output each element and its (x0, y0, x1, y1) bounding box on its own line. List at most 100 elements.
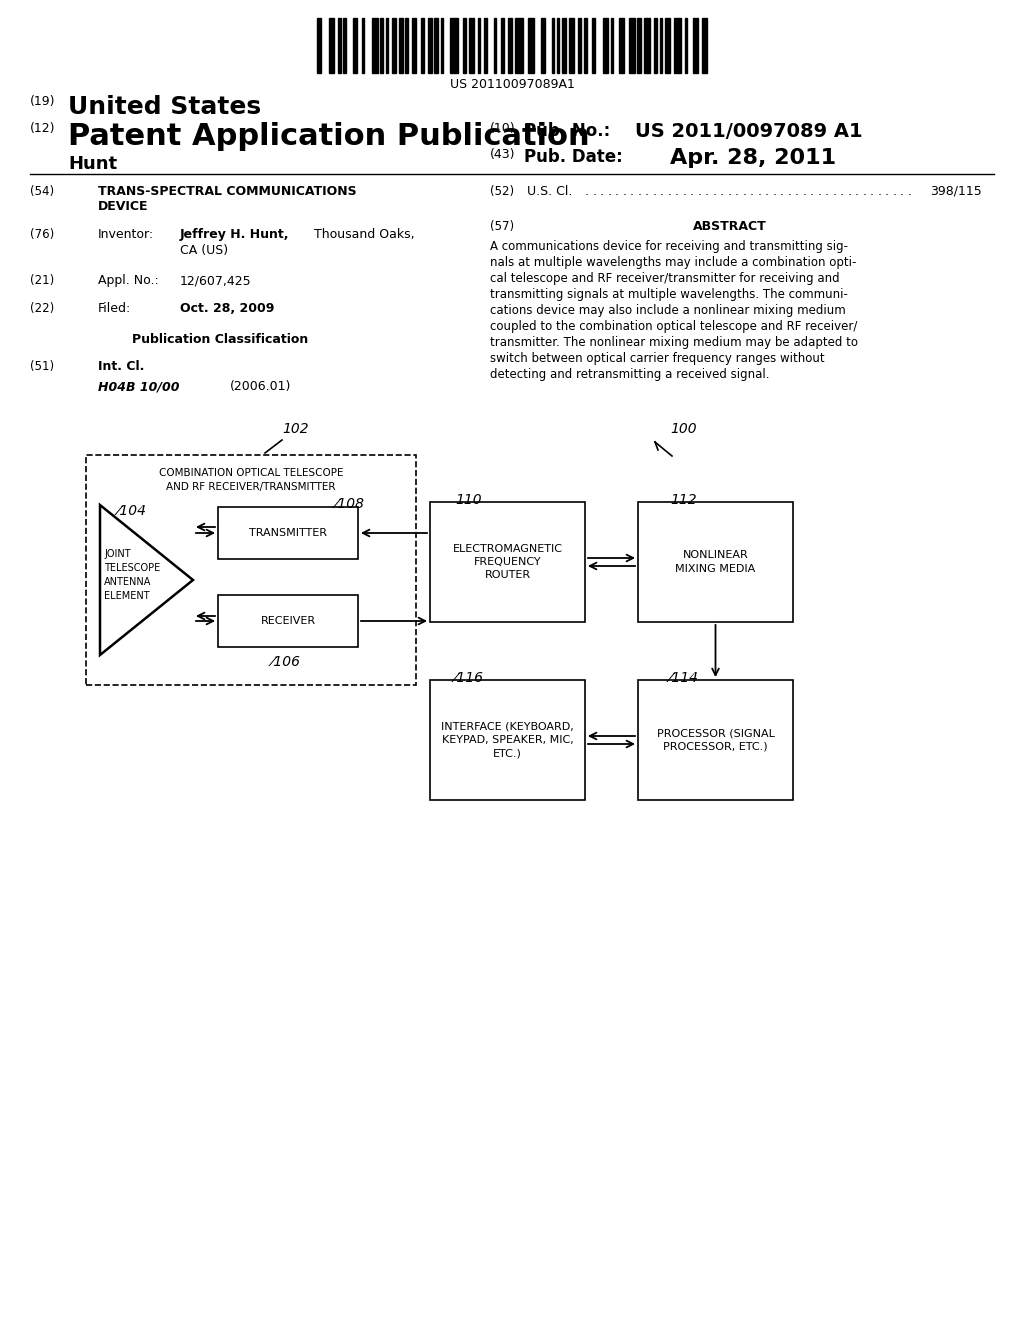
Text: 112: 112 (670, 492, 696, 507)
Text: (76): (76) (30, 228, 54, 242)
Text: Patent Application Publication: Patent Application Publication (68, 121, 590, 150)
Text: .: . (825, 185, 829, 198)
Text: transmitting signals at multiple wavelengths. The communi-: transmitting signals at multiple wavelen… (490, 288, 848, 301)
Text: United States: United States (68, 95, 261, 119)
Bar (701, 18, 707, 73)
Text: PROCESSOR (SIGNAL
PROCESSOR, ETC.): PROCESSOR (SIGNAL PROCESSOR, ETC.) (656, 729, 774, 751)
Text: Publication Classification: Publication Classification (132, 333, 308, 346)
Bar (618, 18, 624, 73)
Text: .: . (727, 185, 731, 198)
Text: Pub. Date:: Pub. Date: (524, 148, 623, 166)
Bar (562, 18, 566, 73)
Text: 100: 100 (670, 422, 696, 436)
Text: (43): (43) (490, 148, 515, 161)
Bar (692, 18, 697, 73)
Text: .: . (795, 185, 799, 198)
Text: .: . (787, 185, 792, 198)
Text: ⁄108: ⁄108 (336, 498, 365, 511)
Bar (380, 18, 383, 73)
Bar (502, 18, 504, 73)
Text: .: . (780, 185, 784, 198)
Text: US 20110097089A1: US 20110097089A1 (450, 78, 574, 91)
Text: .: . (878, 185, 882, 198)
Bar (557, 18, 559, 73)
Text: U.S. Cl.: U.S. Cl. (527, 185, 572, 198)
Text: .: . (758, 185, 762, 198)
Bar (451, 18, 458, 73)
Text: TRANSMITTER: TRANSMITTER (249, 528, 327, 539)
Bar (338, 18, 341, 73)
Text: (10): (10) (490, 121, 516, 135)
Bar (428, 18, 432, 73)
Bar (343, 18, 346, 73)
Bar (508, 18, 512, 73)
Bar (611, 18, 613, 73)
Text: .: . (705, 185, 709, 198)
Bar (494, 18, 497, 73)
Bar (578, 18, 581, 73)
Text: ⁄104: ⁄104 (118, 504, 147, 517)
Text: CA (US): CA (US) (180, 244, 228, 257)
Text: .: . (862, 185, 866, 198)
Text: .: . (765, 185, 769, 198)
Bar (463, 18, 466, 73)
Text: .: . (840, 185, 844, 198)
Bar (552, 18, 554, 73)
Bar (430, 680, 585, 800)
Text: Pub. No.:: Pub. No.: (524, 121, 610, 140)
Text: .: . (893, 185, 896, 198)
Text: nals at multiple wavelengths may include a combination opti-: nals at multiple wavelengths may include… (490, 256, 856, 269)
Bar (361, 18, 365, 73)
Bar (638, 680, 793, 800)
Bar (406, 18, 408, 73)
Bar (398, 18, 402, 73)
Bar (86, 455, 416, 685)
Bar (218, 595, 358, 647)
Text: detecting and retransmitting a received signal.: detecting and retransmitting a received … (490, 368, 769, 381)
Bar (638, 502, 793, 622)
Text: .: . (675, 185, 679, 198)
Bar (527, 18, 535, 73)
Text: (19): (19) (30, 95, 55, 108)
Text: (57): (57) (490, 220, 514, 234)
Text: 102: 102 (282, 422, 308, 436)
Text: transmitter. The nonlinear mixing medium may be adapted to: transmitter. The nonlinear mixing medium… (490, 337, 858, 348)
Text: .: . (772, 185, 776, 198)
Bar (329, 18, 334, 73)
Text: coupled to the combination optical telescope and RF receiver/: coupled to the combination optical teles… (490, 319, 857, 333)
Bar (469, 18, 474, 73)
Text: .: . (638, 185, 641, 198)
Text: Filed:: Filed: (98, 302, 131, 315)
Text: cal telescope and RF receiver/transmitter for receiving and: cal telescope and RF receiver/transmitte… (490, 272, 840, 285)
Text: .: . (645, 185, 649, 198)
Text: .: . (607, 185, 611, 198)
Text: Inventor:: Inventor: (98, 228, 155, 242)
Bar (515, 18, 522, 73)
Text: (22): (22) (30, 302, 54, 315)
Bar (674, 18, 681, 73)
Bar (478, 18, 480, 73)
Text: (2006.01): (2006.01) (230, 380, 292, 393)
Text: 12/607,425: 12/607,425 (180, 275, 252, 286)
Text: .: . (907, 185, 911, 198)
Bar (685, 18, 687, 73)
Bar (568, 18, 573, 73)
Bar (654, 18, 657, 73)
Bar (603, 18, 608, 73)
Text: ELECTROMAGNETIC
FREQUENCY
ROUTER: ELECTROMAGNETIC FREQUENCY ROUTER (453, 544, 562, 581)
Text: .: . (810, 185, 814, 198)
Text: Int. Cl.: Int. Cl. (98, 360, 144, 374)
Text: .: . (668, 185, 672, 198)
Text: .: . (683, 185, 686, 198)
Text: Oct. 28, 2009: Oct. 28, 2009 (180, 302, 274, 315)
Text: DEVICE: DEVICE (98, 201, 148, 213)
Text: .: . (870, 185, 874, 198)
Text: ⁄116: ⁄116 (455, 671, 484, 685)
Text: switch between optical carrier frequency ranges without: switch between optical carrier frequency… (490, 352, 824, 366)
Bar (659, 18, 663, 73)
Text: .: . (660, 185, 664, 198)
Bar (421, 18, 424, 73)
Text: RECEIVER: RECEIVER (260, 616, 315, 626)
Bar (218, 507, 358, 558)
Text: .: . (600, 185, 604, 198)
